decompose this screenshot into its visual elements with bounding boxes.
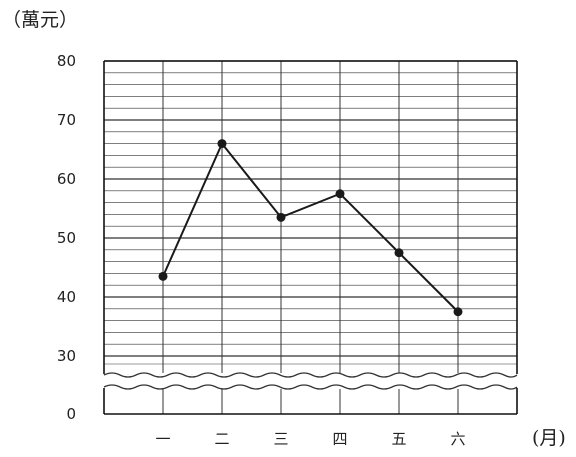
series-line (162, 141, 459, 313)
x-tick-label: 六 (450, 430, 465, 448)
x-tick-label: 四 (332, 430, 347, 448)
data-point (217, 139, 227, 149)
y-tick-label: 60 (57, 170, 76, 188)
y-axis-label: （萬元） (2, 9, 78, 31)
data-point (335, 189, 345, 199)
axis-break (102, 372, 519, 390)
data-point (158, 271, 168, 281)
x-tick-label: 一 (155, 430, 170, 448)
y-tick-label: 0 (66, 405, 76, 423)
grid (104, 60, 517, 414)
data-point (394, 248, 404, 258)
x-axis-label: (月) (532, 427, 566, 449)
y-tick-label: 30 (57, 347, 76, 365)
x-tick-label: 二 (214, 430, 229, 448)
series (158, 139, 463, 317)
y-tick-label: 40 (57, 288, 76, 306)
x-tick-label: 三 (273, 430, 288, 448)
y-tick-label: 70 (57, 111, 76, 129)
data-point (453, 307, 463, 317)
axis-break-wave (103, 372, 518, 378)
axis-break-wave (103, 384, 518, 390)
data-point (276, 212, 286, 222)
x-tick-label: 五 (391, 430, 406, 448)
axes (103, 60, 518, 415)
y-tick-label: 80 (57, 52, 76, 70)
y-tick-label: 50 (57, 229, 76, 247)
tick-labels: 0 30 40 50 60 70 80 一 二 三 四 五 六 (57, 52, 466, 448)
